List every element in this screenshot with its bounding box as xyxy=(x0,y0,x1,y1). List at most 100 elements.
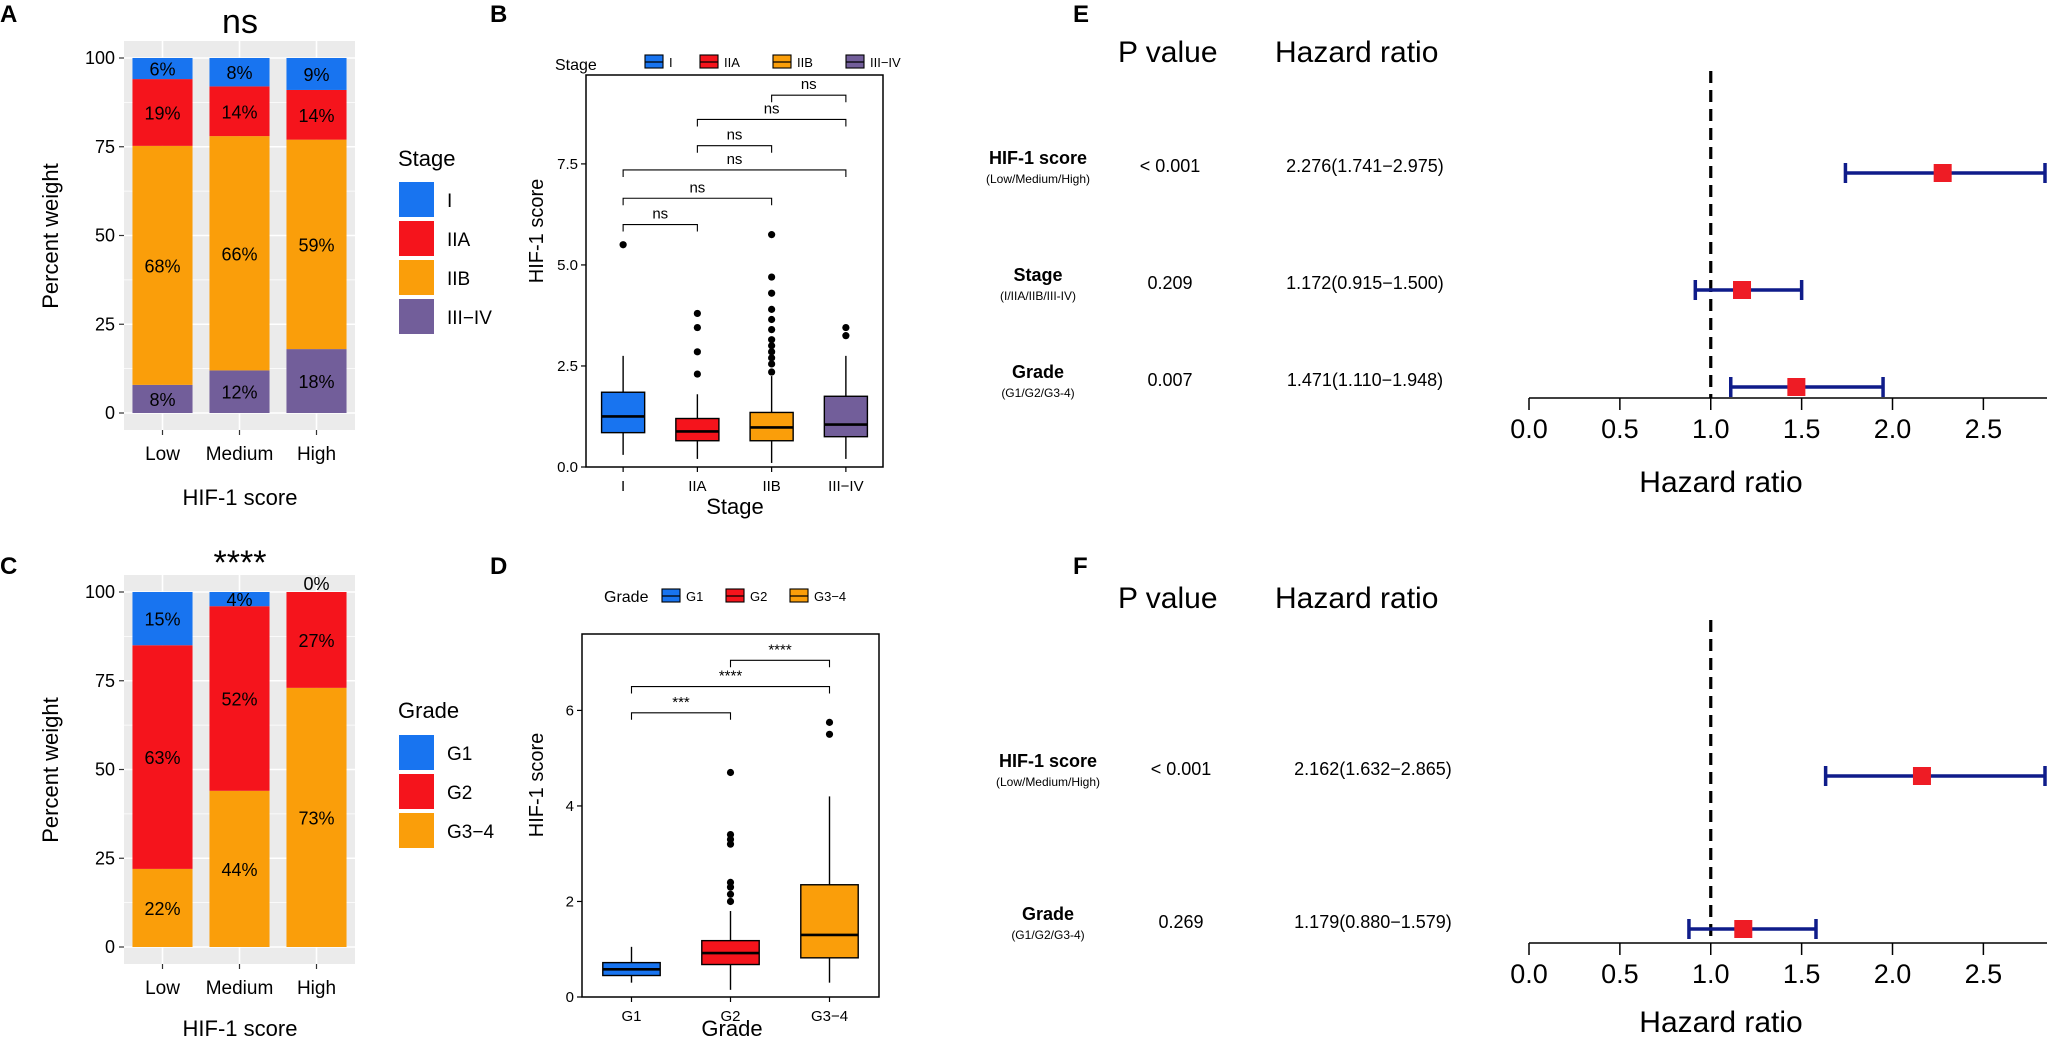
legend-label: G2 xyxy=(447,783,472,804)
bar-segment xyxy=(286,89,347,140)
y-tick-label: 7.5 xyxy=(557,156,578,173)
outlier-point xyxy=(726,897,735,906)
y-tick-label: 50 xyxy=(95,760,115,780)
legend-label: G1 xyxy=(447,744,472,765)
outlier-point xyxy=(726,768,735,777)
hazard-ratio-text: 2.162(1.632−2.865) xyxy=(1294,759,1452,779)
data-label: 27% xyxy=(298,631,334,651)
significance-label: **** xyxy=(719,668,743,685)
row-sublabel: (Low/Medium/High) xyxy=(996,775,1100,789)
p-value: 0.007 xyxy=(1147,370,1192,390)
x-tick-label: 1.5 xyxy=(1783,414,1821,444)
x-tick-label: G2 xyxy=(720,1008,740,1025)
bar-segment xyxy=(286,687,347,947)
p-value: < 0.001 xyxy=(1140,156,1201,176)
panel-letter: D xyxy=(490,553,507,580)
y-tick-label: 75 xyxy=(95,671,115,691)
significance-bracket xyxy=(622,223,698,232)
y-tick-label: 25 xyxy=(95,314,115,334)
outlier-point xyxy=(726,890,735,898)
data-label: 14% xyxy=(221,102,257,122)
panel-letter: B xyxy=(490,1,507,28)
legend-label: I xyxy=(447,191,452,212)
chart-title: ns xyxy=(222,3,258,41)
legend-label: G3−4 xyxy=(814,589,846,604)
legend-key xyxy=(399,813,434,848)
forest-plot-reduced: P value Hazard ratio 0.0 0.5 1.0 1.5 2.0 2.5 H… xyxy=(996,582,2047,1037)
outlier-point xyxy=(768,325,776,334)
bar-segment xyxy=(286,139,347,350)
row-label: HIF-1 score xyxy=(989,148,1087,168)
x-tick-label: Low xyxy=(145,444,180,465)
row-label: Stage xyxy=(1013,265,1062,285)
y-axis-label: HIF-1 score xyxy=(526,179,548,283)
box xyxy=(800,884,859,959)
y-tick-label: 6 xyxy=(566,702,574,719)
data-label: 12% xyxy=(221,383,257,403)
x-tick-label: 1.0 xyxy=(1692,959,1730,989)
x-axis-label: Hazard ratio xyxy=(1639,1006,1802,1037)
legend-title: Stage xyxy=(398,146,456,171)
legend-key xyxy=(399,735,434,770)
significance-label: ns xyxy=(652,206,668,223)
y-axis-label: Percent weight xyxy=(38,163,63,309)
hazard-ratio-point xyxy=(1933,164,1952,182)
x-tick-label: I xyxy=(621,478,625,495)
outlier-point xyxy=(768,336,776,344)
data-label: 0% xyxy=(303,574,329,594)
legend-key xyxy=(399,299,434,334)
legend-label: G2 xyxy=(750,589,767,604)
chart-title: **** xyxy=(214,544,267,582)
hazard-ratio-header: Hazard ratio xyxy=(1275,582,1438,615)
legend-title: Grade xyxy=(398,698,459,723)
outlier-point xyxy=(768,273,776,281)
legend-label: IIB xyxy=(797,55,813,70)
x-tick-label: 2.0 xyxy=(1874,959,1912,989)
y-tick-label: 0 xyxy=(105,403,115,423)
row-sublabel: (I/IIA/IIB/III-IV) xyxy=(1000,289,1076,303)
data-label: 68% xyxy=(144,256,180,276)
significance-label: ns xyxy=(764,100,780,117)
outlier-point xyxy=(726,831,735,839)
y-axis-label: Percent weight xyxy=(38,697,63,843)
hazard-ratio-point xyxy=(1733,281,1752,299)
data-label: 52% xyxy=(221,690,257,710)
significance-bracket xyxy=(630,712,732,720)
x-axis-label: Hazard ratio xyxy=(1639,466,1802,499)
y-tick-label: 100 xyxy=(85,48,115,68)
y-tick-label: 100 xyxy=(85,582,115,602)
legend-key xyxy=(399,774,434,809)
outlier-point xyxy=(768,360,776,368)
data-label: 4% xyxy=(226,590,252,610)
data-label: 59% xyxy=(298,235,334,255)
row-label: Grade xyxy=(1022,904,1074,924)
x-tick-label: 0.5 xyxy=(1601,959,1639,989)
y-tick-label: 0.0 xyxy=(557,459,578,476)
bar-segment xyxy=(132,592,193,646)
x-tick-label: G1 xyxy=(621,1008,641,1025)
y-tick-label: 4 xyxy=(566,798,574,815)
stage-percent-bar-chart: 8% 68% 19% 6% 12% 66% 14% 8% 18% 59% 14% 9% 0 25 50 75… xyxy=(38,3,492,510)
y-tick-label: 2 xyxy=(566,893,574,910)
outlier-point xyxy=(768,348,776,356)
x-tick-label: 1.5 xyxy=(1783,959,1821,989)
stage-boxplot: 0.0 2.5 5.0 7.5 I IIA IIB III−IV ns ns ns ns ns ns HI… xyxy=(526,54,901,519)
hazard-ratio-point xyxy=(1912,767,1931,785)
significance-bracket xyxy=(622,197,773,206)
legend-label: G3−4 xyxy=(447,822,494,843)
legend-label: III−IV xyxy=(447,308,492,329)
x-tick-label: Low xyxy=(145,978,180,999)
x-tick-label: 1.0 xyxy=(1692,414,1730,444)
y-axis-label: HIF-1 score xyxy=(526,733,548,837)
data-label: 19% xyxy=(144,103,180,123)
panel-letter: C xyxy=(0,553,17,580)
x-tick-label: G3−4 xyxy=(811,1008,848,1025)
hazard-ratio-text: 1.471(1.110−1.948) xyxy=(1287,370,1443,390)
outlier-point xyxy=(768,231,776,239)
x-axis-label: HIF-1 score xyxy=(183,1016,298,1037)
legend-label: IIB xyxy=(447,269,470,290)
data-label: 14% xyxy=(298,106,334,126)
outlier-point xyxy=(693,323,701,332)
legend-label: IIA xyxy=(724,55,740,70)
